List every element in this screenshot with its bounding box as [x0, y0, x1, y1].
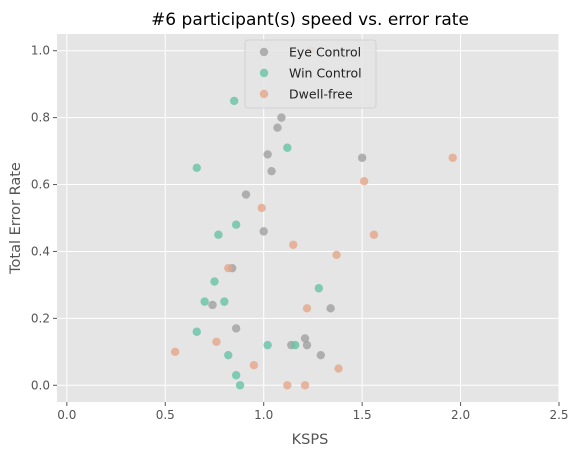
eye-control-point: [316, 350, 325, 360]
x-axis-label: KSPS: [292, 432, 329, 448]
win-control-point: [200, 297, 209, 306]
y-tick-label: 0.4: [31, 244, 50, 258]
x-tick-label: 0.5: [156, 408, 175, 422]
win-control-point: [210, 277, 219, 286]
dwell-free-point: [300, 381, 310, 390]
y-axis-ticks: 0.0 0.2 0.4 0.6 0.8 1.0: [31, 44, 57, 392]
win-control-point: [214, 230, 223, 239]
eye-control-point: [357, 153, 367, 162]
win-control-point: [231, 371, 241, 380]
dwell-free-point: [249, 361, 259, 370]
legend-box: [244, 39, 377, 109]
legend: Eye Control Win Control Dwell-free: [244, 39, 377, 109]
win-control-point: [283, 143, 292, 152]
legend-marker-eye-control: [259, 47, 269, 57]
legend-marker-win-control: [259, 68, 269, 78]
y-tick-label: 1.0: [31, 44, 50, 58]
x-tick-label: 0.0: [57, 408, 76, 422]
y-tick-label: 0.6: [31, 178, 50, 192]
dwell-free-point: [359, 177, 369, 186]
y-tick-label: 0.2: [31, 311, 50, 325]
win-control-point: [291, 340, 300, 350]
dwell-free-point: [170, 347, 180, 357]
dwell-free-point: [283, 381, 292, 390]
eye-control-point: [259, 227, 268, 236]
chart-title: #6 participant(s) speed vs. error rate: [151, 10, 469, 30]
y-tick-label: 0.0: [31, 378, 50, 392]
win-control-point: [192, 163, 201, 173]
win-control-point: [231, 220, 241, 229]
eye-control-point: [326, 304, 335, 313]
eye-control-point: [267, 166, 276, 176]
eye-control-point: [208, 300, 217, 310]
eye-control-point: [263, 150, 272, 159]
legend-label-win-control: Win Control: [289, 66, 362, 81]
legend-label-dwell-free: Dwell-free: [289, 87, 353, 102]
x-tick-label: 1.5: [353, 408, 372, 422]
legend-marker-dwell-free: [259, 89, 269, 99]
win-control-point: [192, 327, 201, 336]
win-control-point: [263, 340, 272, 350]
eye-control-point: [300, 334, 310, 343]
dwell-free-point: [332, 250, 341, 259]
dwell-free-point: [289, 240, 298, 249]
dwell-free-point: [212, 337, 221, 346]
dwell-free-point: [448, 153, 457, 162]
win-control-point: [235, 381, 245, 390]
y-tick-label: 0.8: [31, 111, 50, 125]
y-axis-label: Total Error Rate: [8, 162, 24, 275]
eye-control-point: [302, 340, 312, 350]
x-tick-label: 2.0: [451, 408, 470, 422]
eye-control-point: [273, 123, 282, 132]
dwell-free-point: [224, 263, 233, 273]
x-axis-ticks: 0.0 0.5 1.0 1.5 2.0 2.5: [57, 402, 569, 422]
eye-control-point: [277, 113, 286, 122]
x-tick-label: 1.0: [254, 408, 273, 422]
dwell-free-point: [369, 230, 379, 239]
dwell-free-point: [334, 364, 343, 373]
win-control-point: [220, 297, 229, 306]
dwell-free-point: [302, 304, 312, 313]
eye-control-point: [231, 324, 241, 333]
legend-label-eye-control: Eye Control: [289, 45, 361, 60]
x-tick-label: 2.5: [549, 408, 568, 422]
points-layer: [170, 46, 457, 390]
eye-control-point: [241, 190, 251, 199]
win-control-point: [314, 284, 324, 293]
win-control-point: [229, 96, 239, 106]
win-control-point: [224, 350, 233, 360]
dwell-free-point: [257, 203, 266, 213]
